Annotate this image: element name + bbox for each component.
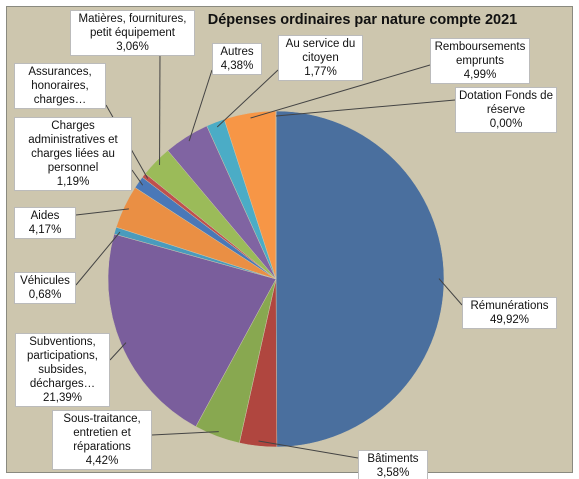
value-label: 1,77%	[304, 66, 337, 78]
slice-label: Aides 4,17%	[14, 207, 76, 239]
leader-line	[216, 69, 279, 128]
leader-line	[258, 440, 359, 459]
chart-title: Dépenses ordinaires par nature compte 20…	[207, 12, 518, 28]
slice-label: Charges administratives et charges liées…	[14, 117, 132, 191]
category-label: Aides	[30, 210, 60, 222]
slice-label: Autres 4,38%	[212, 43, 262, 75]
category-label: Rémunérations	[470, 300, 549, 312]
slice-label: Rémunérations 49,92%	[462, 297, 557, 329]
category-label: Charges administratives et charges liées…	[28, 120, 118, 174]
pie-slice	[275, 110, 445, 448]
value-label: 4,17%	[28, 224, 62, 236]
category-label: Bâtiments	[367, 453, 419, 465]
value-label: 21,39%	[42, 392, 82, 404]
leader-line	[275, 99, 456, 117]
category-label: Sous-traitance, entretien et réparations	[63, 413, 141, 453]
value-label: 3,06%	[116, 41, 149, 53]
slice-label: Subventions, participations, subsides, d…	[15, 333, 110, 407]
value-label: 4,38%	[220, 60, 254, 72]
category-label: Remboursements emprunts	[434, 41, 526, 67]
slice-label: Matières, fournitures, petit équipement 3…	[70, 10, 195, 56]
slice-label: Sous-traitance, entretien et réparations…	[52, 410, 152, 470]
slice-label: Assurances, honoraires, charges…	[14, 63, 106, 109]
value-label: 0,68%	[28, 289, 62, 301]
slice-label: Au service du citoyen 1,77%	[278, 35, 363, 81]
leader-line	[250, 64, 431, 119]
slice-label: Bâtiments 3,58%	[358, 450, 428, 479]
leader-line	[75, 231, 121, 286]
leader-line	[109, 342, 127, 361]
value-label: 3,58%	[376, 467, 410, 479]
value-label: 49,92%	[489, 314, 529, 326]
value-label: 4,42%	[85, 455, 119, 467]
value-label: 1,19%	[56, 176, 90, 188]
slice-label: Véhicules 0,68%	[14, 272, 76, 304]
category-label: Véhicules	[20, 275, 70, 287]
category-label: Dotation Fonds de réserve	[459, 90, 553, 116]
slice-label: Dotation Fonds de réserve 0,00%	[455, 87, 557, 133]
slice-label: Remboursements emprunts 4,99%	[430, 38, 530, 84]
category-label: Autres	[220, 46, 254, 58]
value-label: 0,00%	[489, 118, 523, 130]
category-label: Au service du citoyen	[285, 38, 356, 64]
leader-line	[438, 278, 463, 306]
pie-slice	[107, 233, 277, 427]
leader-line	[188, 69, 213, 142]
value-label: 4,99%	[463, 69, 497, 81]
leader-line	[151, 431, 219, 436]
leader-line	[131, 169, 144, 186]
category-label: Assurances, honoraires, charges…	[28, 66, 92, 106]
category-label: Subventions, participations, subsides, d…	[27, 336, 98, 390]
leader-line	[75, 208, 129, 216]
category-label: Matières, fournitures, petit équipement	[78, 13, 187, 39]
